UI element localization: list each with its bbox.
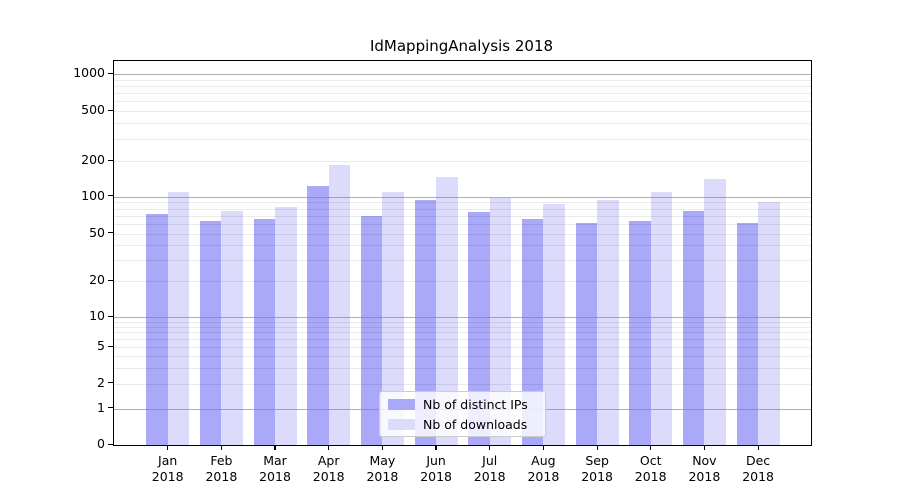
- x-tick-mark: [650, 445, 652, 450]
- legend-item: Nb of distinct IPs: [388, 394, 545, 414]
- x-tick-mark: [220, 445, 222, 450]
- bar-downloads: [382, 191, 404, 445]
- bar-distinct-ips: [253, 218, 275, 445]
- y-tick-label: 10: [89, 308, 105, 323]
- y-tick-label: 0: [97, 436, 105, 451]
- bar-downloads: [489, 197, 512, 445]
- y-tick-label: 200: [81, 152, 105, 167]
- bar-distinct-ips: [146, 214, 168, 445]
- bar-downloads: [328, 165, 351, 445]
- bar-distinct-ips: [682, 211, 705, 445]
- legend-label: Nb of distinct IPs: [423, 396, 528, 412]
- y-tick-label: 50: [89, 224, 105, 240]
- bar-distinct-ips: [629, 221, 651, 445]
- bar-downloads: [221, 210, 243, 445]
- y-tick-label: 500: [81, 102, 105, 117]
- x-tick-label: Sep 2018: [581, 453, 613, 484]
- y-tick-label: 2: [97, 374, 105, 390]
- bar-downloads: [650, 191, 673, 445]
- y-tick-mark: [108, 315, 113, 317]
- y-tick-mark: [108, 279, 113, 281]
- y-tick-label: 1000: [73, 65, 105, 81]
- y-tick-mark: [108, 382, 113, 384]
- y-tick-label: 20: [89, 272, 105, 287]
- bar-distinct-ips: [521, 218, 544, 445]
- x-tick-mark: [167, 445, 169, 450]
- bar-distinct-ips: [736, 223, 759, 445]
- legend: Nb of distinct IPs Nb of downloads: [379, 391, 546, 437]
- x-tick-label: Dec 2018: [742, 453, 774, 484]
- bars-layer: [114, 61, 811, 445]
- y-tick-mark: [108, 159, 113, 161]
- chart-title: IdMappingAnalysis 2018: [369, 37, 554, 55]
- x-tick-mark: [596, 445, 598, 450]
- legend-label: Nb of downloads: [423, 416, 528, 432]
- bar-distinct-ips: [360, 215, 383, 445]
- legend-swatch: [388, 398, 415, 410]
- bar-downloads: [758, 201, 780, 445]
- x-tick-mark: [274, 445, 276, 450]
- y-tick-mark: [108, 407, 113, 409]
- x-tick-mark: [328, 445, 330, 450]
- x-tick-mark: [381, 445, 383, 450]
- bar-distinct-ips: [575, 223, 598, 445]
- x-tick-mark: [703, 445, 705, 450]
- x-tick-label: Nov 2018: [688, 453, 721, 484]
- y-tick-label: 100: [81, 187, 105, 203]
- x-tick-label: Apr 2018: [312, 453, 345, 484]
- y-tick-mark: [108, 232, 113, 234]
- x-tick-mark: [489, 445, 491, 450]
- bar-distinct-ips: [414, 200, 437, 445]
- x-tick-mark: [542, 445, 544, 450]
- x-tick-label: Oct 2018: [634, 453, 667, 484]
- bar-downloads: [704, 179, 726, 445]
- x-tick-label: Jun 2018: [420, 453, 452, 484]
- bar-downloads: [436, 176, 458, 445]
- bar-distinct-ips: [199, 220, 222, 445]
- y-tick-mark: [108, 195, 113, 197]
- bar-distinct-ips: [307, 186, 329, 445]
- y-tick-label: 1: [97, 399, 105, 415]
- bar-downloads: [543, 203, 565, 445]
- x-tick-mark: [757, 445, 759, 450]
- x-tick-label: Jan 2018: [151, 453, 184, 484]
- x-tick-label: Mar 2018: [259, 453, 291, 484]
- x-tick-label: Feb 2018: [205, 453, 238, 484]
- bar-downloads: [275, 207, 297, 445]
- y-tick-mark: [108, 443, 113, 445]
- legend-swatch: [388, 418, 415, 430]
- y-tick-mark: [108, 345, 113, 347]
- plot-area: Nb of distinct IPs Nb of downloads: [113, 60, 812, 446]
- y-tick-label: 5: [97, 338, 105, 353]
- bar-downloads: [597, 200, 619, 445]
- legend-item: Nb of downloads: [388, 414, 545, 434]
- bar-downloads: [167, 191, 190, 445]
- y-tick-mark: [108, 109, 113, 111]
- x-tick-label: Jul 2018: [473, 453, 506, 484]
- bar-distinct-ips: [468, 212, 490, 445]
- x-tick-label: May 2018: [366, 453, 399, 484]
- x-tick-mark: [435, 445, 437, 450]
- x-tick-label: Aug 2018: [527, 453, 560, 484]
- y-tick-mark: [108, 72, 113, 74]
